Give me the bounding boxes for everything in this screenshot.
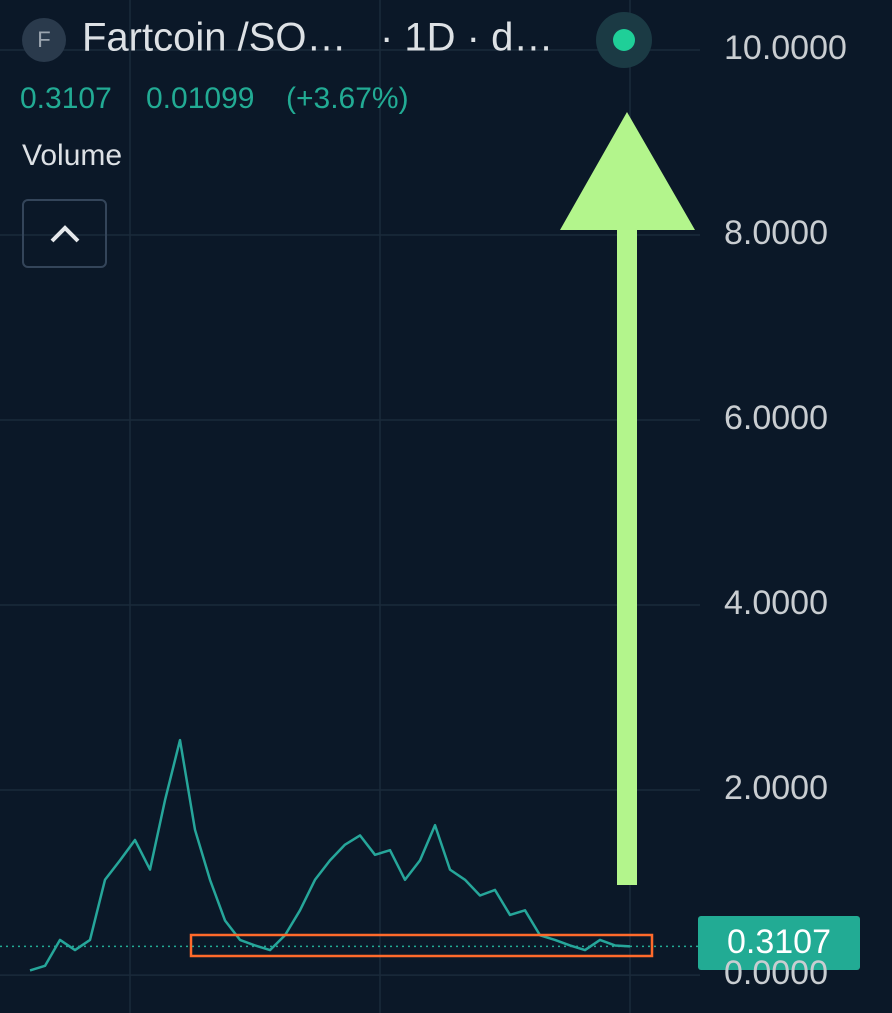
price-line [29, 738, 631, 972]
price-tag [698, 916, 860, 970]
change-pct: (+3.67%) [286, 82, 409, 115]
symbol[interactable]: Fartcoin /SO… [82, 16, 347, 60]
logo-letter: F [37, 27, 50, 52]
collapse-button[interactable] [22, 199, 107, 268]
highlight-box [189, 933, 654, 958]
logo [22, 18, 66, 62]
arrow [560, 112, 695, 885]
last-price: 0.3107 [20, 82, 112, 115]
y-tick-label: 6.0000 [724, 399, 828, 437]
y-tick-label: 0.0000 [724, 954, 828, 992]
volume-label: Volume [22, 139, 122, 172]
y-tick-label: 10.0000 [724, 29, 847, 67]
y-tick-label: 8.0000 [724, 214, 828, 252]
y-tick-label: 4.0000 [724, 584, 828, 622]
plot [0, 738, 698, 972]
status-dot [613, 29, 635, 51]
chevron [50, 225, 80, 243]
price-tag-label: 0.3107 [727, 923, 831, 961]
interval[interactable]: · 1D · d… [380, 16, 553, 60]
y-tick-label: 2.0000 [724, 769, 828, 807]
change: 0.01099 [146, 82, 254, 115]
